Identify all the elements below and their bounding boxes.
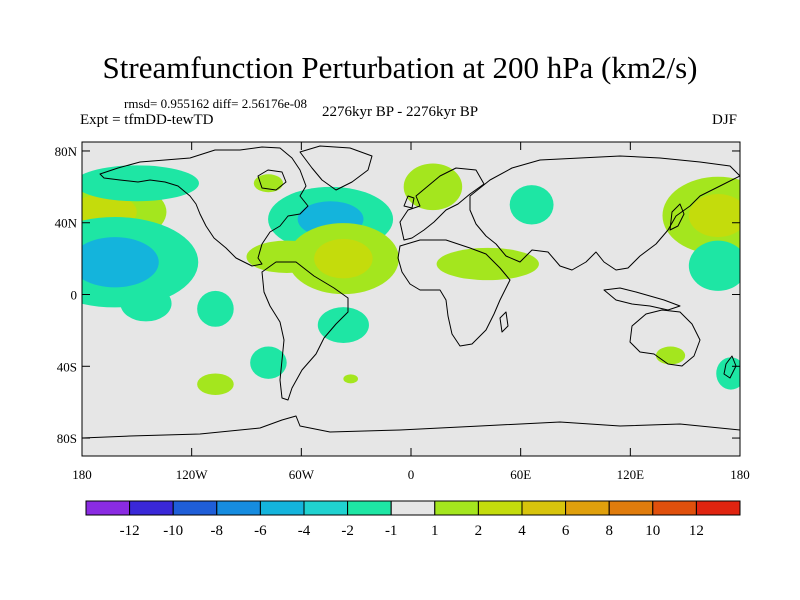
colorbar-label: -10	[163, 523, 183, 539]
lat-tick-label: 0	[71, 288, 78, 303]
colorbar-label: 6	[562, 523, 570, 539]
lon-tick-label: 120W	[176, 467, 209, 482]
coastline-australia	[629, 309, 701, 367]
anomaly-10	[250, 346, 287, 379]
colorbar-label: -1	[385, 523, 398, 539]
colorbar-label: 4	[518, 523, 526, 539]
colorbar-swatch	[652, 500, 697, 516]
lon-tick-label: 60E	[510, 467, 531, 482]
coastline-madagascar	[499, 311, 509, 333]
colorbar-swatch	[259, 500, 305, 516]
anomaly-19	[716, 357, 740, 390]
plot-title: Streamfunction Perturbation at 200 hPa (…	[102, 50, 698, 85]
experiment-label: Expt = tfmDD-tewTD	[80, 112, 214, 128]
anomaly-18	[655, 346, 686, 365]
coastline-antarctica	[82, 415, 740, 439]
lon-tick-label: 60W	[289, 467, 315, 482]
lon-tick-label: 180	[730, 467, 750, 482]
colorbar-swatch	[129, 500, 174, 516]
coastline-south-america	[261, 261, 349, 401]
colorbar-swatch	[434, 500, 479, 516]
colorbar-swatch	[216, 500, 261, 516]
colorbar-swatch	[347, 500, 392, 516]
colorbar-swatch	[695, 500, 741, 516]
colorbar-swatch	[608, 500, 654, 516]
coastline-asia	[469, 155, 740, 271]
period-label: 2276kyr BP - 2276kyr BP	[322, 104, 479, 120]
colorbar-label: -8	[211, 523, 224, 539]
anomaly-11	[197, 373, 234, 395]
lon-tick-label: 0	[408, 467, 415, 482]
anomaly-1	[82, 237, 159, 288]
coastline-greenland	[299, 145, 373, 191]
colorbar-label: 8	[605, 523, 613, 539]
colorbar-label: 12	[689, 523, 704, 539]
anomaly-15	[509, 185, 554, 225]
colorbar-label: 2	[475, 523, 483, 539]
coastline-britain	[403, 195, 415, 209]
colorbar-swatch	[521, 500, 567, 516]
coastline-japan	[669, 203, 685, 231]
coastline-hudson-bay	[257, 169, 287, 191]
lon-tick-label: 180	[72, 467, 92, 482]
anomaly-16	[688, 194, 740, 238]
coastline-africa	[397, 239, 511, 347]
colorbar-swatch	[565, 500, 610, 516]
season-label: DJF	[712, 112, 738, 128]
lon-tick-label: 120E	[617, 467, 645, 482]
anomaly-13	[403, 163, 463, 211]
anomaly-14	[436, 247, 539, 281]
colorbar-swatch	[303, 500, 349, 516]
lat-tick-label: 80N	[55, 144, 78, 159]
anomaly-4	[197, 290, 234, 327]
anomaly-9	[317, 307, 369, 343]
stats-line: rmsd= 0.955162 diff= 2.56176e-08	[124, 96, 308, 111]
anomaly-3	[120, 285, 172, 322]
colorbar-label: 10	[645, 523, 660, 539]
lat-tick-label: 40S	[57, 359, 77, 374]
colorbar-label: 1	[431, 523, 439, 539]
colorbar-swatch	[85, 500, 131, 516]
colorbar-label: -2	[341, 523, 354, 539]
coastline-indonesia	[603, 287, 681, 311]
colorbar-swatch	[172, 500, 218, 516]
coastline-north-america	[99, 146, 309, 267]
lat-tick-label: 80S	[57, 431, 77, 446]
anomaly-8	[314, 238, 373, 279]
coastline-new-zealand	[723, 355, 737, 379]
colorbar-swatch	[390, 500, 436, 516]
anomaly-12	[343, 374, 358, 384]
coastline-europe	[399, 167, 485, 241]
colorbar-label: -4	[298, 523, 311, 539]
anomaly-17	[688, 240, 740, 291]
lat-tick-label: 40N	[55, 216, 78, 231]
colorbar-swatch	[477, 500, 523, 516]
colorbar-label: -6	[254, 523, 267, 539]
anomaly-5	[253, 174, 284, 193]
colorbar-label: -12	[120, 523, 140, 539]
anomaly-2	[82, 165, 199, 202]
